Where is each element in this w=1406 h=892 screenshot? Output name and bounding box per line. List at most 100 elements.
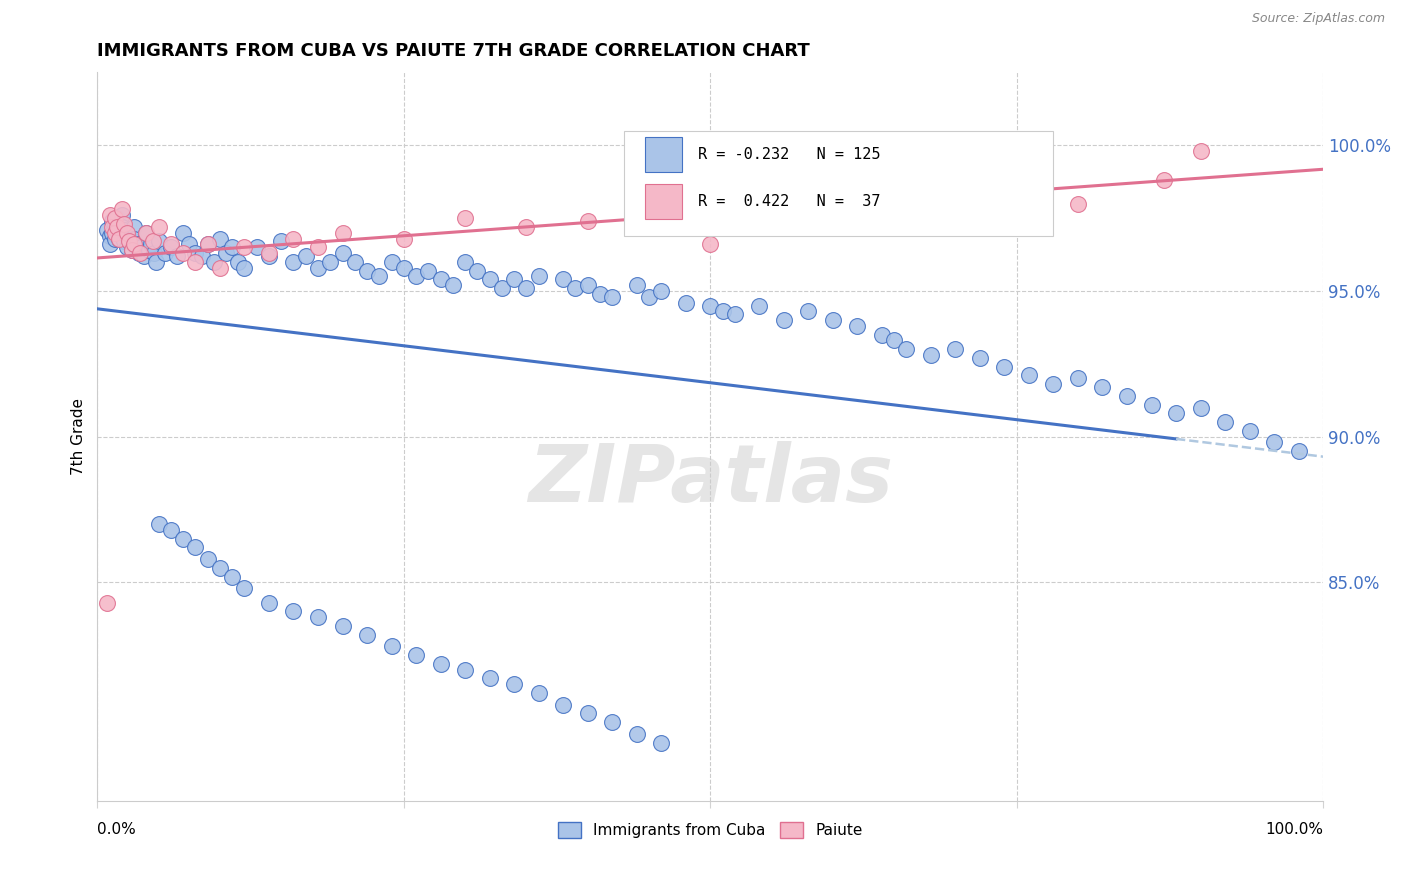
Point <box>138 243 160 257</box>
Point <box>332 226 354 240</box>
Point <box>772 313 794 327</box>
Point <box>307 260 329 275</box>
Y-axis label: 7th Grade: 7th Grade <box>72 398 86 475</box>
Point <box>184 246 207 260</box>
Point <box>270 235 292 249</box>
Text: R =  0.422   N =  37: R = 0.422 N = 37 <box>697 194 880 209</box>
Point <box>142 246 165 260</box>
Point <box>1140 398 1163 412</box>
Point <box>821 313 844 327</box>
Point <box>319 255 342 269</box>
Point <box>553 272 575 286</box>
Point <box>993 359 1015 374</box>
Point <box>96 223 118 237</box>
Point <box>307 610 329 624</box>
Point <box>131 240 153 254</box>
Point <box>945 191 967 205</box>
Point <box>111 208 134 222</box>
Point <box>283 231 305 245</box>
Point <box>179 237 201 252</box>
Point <box>215 246 238 260</box>
Point <box>797 304 820 318</box>
Point <box>515 219 537 234</box>
Point <box>160 523 183 537</box>
Point <box>638 290 661 304</box>
Point <box>294 249 316 263</box>
Point <box>724 307 747 321</box>
Point <box>257 249 280 263</box>
Point <box>441 278 464 293</box>
Point <box>160 240 183 254</box>
Point <box>172 246 194 260</box>
Legend: Immigrants from Cuba, Paiute: Immigrants from Cuba, Paiute <box>551 816 869 844</box>
Point <box>202 255 225 269</box>
Point <box>148 219 170 234</box>
Point <box>846 318 869 333</box>
Point <box>108 231 131 245</box>
Point <box>103 211 125 226</box>
Point <box>115 228 138 243</box>
Point <box>626 727 648 741</box>
Text: Source: ZipAtlas.com: Source: ZipAtlas.com <box>1251 12 1385 25</box>
Point <box>105 223 128 237</box>
Point <box>118 235 141 249</box>
Point <box>589 286 612 301</box>
Point <box>141 235 163 249</box>
Point <box>1153 173 1175 187</box>
Point <box>172 226 194 240</box>
Point <box>283 255 305 269</box>
Point <box>132 249 155 263</box>
Point <box>1189 144 1212 158</box>
Point <box>380 640 402 654</box>
Point <box>969 351 991 365</box>
Point <box>129 246 152 260</box>
Point <box>332 246 354 260</box>
Point <box>115 240 138 254</box>
Point <box>233 240 256 254</box>
Point <box>111 202 134 217</box>
Point <box>105 219 128 234</box>
Point <box>600 290 623 304</box>
Point <box>197 237 219 252</box>
Point <box>103 217 125 231</box>
Point <box>221 240 243 254</box>
Point <box>145 255 167 269</box>
Point <box>1213 415 1236 429</box>
Point <box>135 226 157 240</box>
Point <box>141 237 163 252</box>
Point <box>1263 435 1285 450</box>
Point <box>257 246 280 260</box>
Point <box>429 272 451 286</box>
Point <box>112 217 135 231</box>
Point <box>184 255 207 269</box>
Point <box>515 281 537 295</box>
Point <box>246 240 269 254</box>
Point <box>108 231 131 245</box>
Point <box>467 263 489 277</box>
Point <box>883 334 905 348</box>
Point <box>405 648 427 663</box>
Point <box>121 243 143 257</box>
Point <box>103 226 125 240</box>
Point <box>478 672 501 686</box>
Point <box>1164 406 1187 420</box>
Point <box>98 228 121 243</box>
Point <box>115 226 138 240</box>
Point <box>748 299 770 313</box>
Point <box>418 263 440 277</box>
Point <box>128 246 150 260</box>
Point <box>121 243 143 257</box>
Point <box>105 211 128 226</box>
Point <box>307 240 329 254</box>
Point <box>564 281 586 295</box>
Point <box>233 260 256 275</box>
Bar <box>645 184 682 219</box>
Text: R = -0.232   N = 125: R = -0.232 N = 125 <box>697 147 880 162</box>
Point <box>945 343 967 357</box>
Point <box>454 255 477 269</box>
Point <box>190 249 212 263</box>
Point <box>392 231 415 245</box>
Point <box>699 237 721 252</box>
Point <box>197 237 219 252</box>
FancyBboxPatch shape <box>624 131 1053 236</box>
